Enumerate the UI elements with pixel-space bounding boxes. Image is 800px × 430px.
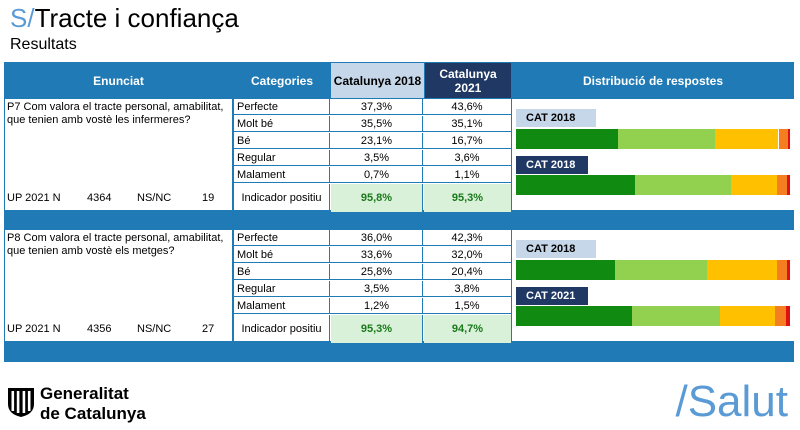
responses-p8: Perfecte 36,0% 42,3% Molt bé 33,6% 32,0% Bé 2… [234,230,511,343]
title-main: Tracte i confiança [34,3,239,33]
stacked-bar [516,175,790,195]
generalitat-logo-icon [8,388,34,417]
segment-regular [777,260,787,280]
salut-brand: /Salut [675,377,788,426]
header-enunciat: Enunciat [93,74,144,88]
header-cat2018: Catalunya 2018 [331,63,424,98]
pill-cat-bottom: CAT 2018 [516,156,588,174]
stacked-bar [516,129,790,149]
question-text: P7 Com valora el tracte personal, amabil… [7,101,224,126]
pill-cat-bottom: CAT 2021 [516,287,588,305]
distribution-p8: CAT 2018 CAT 2021 [512,230,794,341]
up-label: UP 2021 N [7,192,61,204]
n-value: 4364 [87,192,112,204]
segment-malament [786,175,790,195]
table-row: Bé 25,8% 20,4% [234,264,511,280]
org-line1: Generalitat [40,384,129,403]
segment-be [706,260,778,280]
title-prefix: S/ [10,3,35,33]
table-row: Bé 23,1% 16,7% [234,133,511,149]
indicator-2018: 95,8% [331,184,423,212]
question-p7: P7 Com valora el tracte personal, amabil… [5,99,232,210]
segment-regular [777,175,787,195]
segment-malament [788,129,790,149]
segment-molt-be [614,260,707,280]
table-row: Malament 1,2% 1,5% [234,298,511,314]
header-cat2021: Catalunya 2021 [425,63,511,98]
segment-molt-be [635,175,732,195]
nsnc-value: 19 [202,192,215,204]
distribution-p7: CAT 2018 CAT 2018 [512,99,794,210]
question-text: P8 Com valora el tracte personal, amabil… [7,232,224,257]
table-row: Molt bé 35,5% 35,1% [234,116,511,132]
segment-be [731,175,778,195]
indicator-label: Indicador positiu [234,184,330,212]
indicator-label: Indicador positiu [234,315,330,343]
table-row: Molt bé 33,6% 32,0% [234,247,511,263]
segment-be [719,306,776,326]
responses-p7: Perfecte 37,3% 43,6% Molt bé 35,5% 35,1% Bé 2… [234,99,511,212]
segment-regular [775,306,786,326]
org-name: Generalitat de Catalunya [40,384,146,424]
pill-cat-top: CAT 2018 [516,109,596,127]
table-row: Perfecte 36,0% 42,3% [234,230,511,246]
segment-perfecte [516,260,615,280]
table-row: Regular 3,5% 3,6% [234,150,511,166]
segment-perfecte [516,306,632,326]
pill-cat-top: CAT 2018 [516,240,596,258]
segment-perfecte [516,175,636,195]
segment-molt-be [631,306,720,326]
segment-regular [778,129,789,149]
page-subtitle: Resultats [10,36,77,53]
table-row: Regular 3,5% 3,8% [234,281,511,297]
nsnc-label: NS/NC [137,192,172,204]
header-categories: Categories [250,74,314,88]
nsnc-value: 27 [202,323,215,335]
indicator-2021: 95,3% [424,184,511,212]
stacked-bar [516,260,790,280]
question-p8: P8 Com valora el tracte personal, amabil… [5,230,232,341]
header-distribucio: Distribució de respostes [582,74,724,88]
indicator-2021: 94,7% [424,315,511,343]
segment-malament [785,306,790,326]
table-row: Perfecte 37,3% 43,6% [234,99,511,115]
segment-perfecte [516,129,619,149]
segment-be [715,129,779,149]
up-label: UP 2021 N [7,323,61,335]
nsnc-label: NS/NC [137,323,172,335]
stacked-bar [516,306,790,326]
page-title: S/Tracte i confiança [10,2,239,34]
org-line2: de Catalunya [40,404,146,423]
indicator-2018: 95,3% [331,315,423,343]
table-row: Malament 0,7% 1,1% [234,167,511,183]
n-value: 4356 [87,323,112,335]
results-table: Enunciat Categories Catalunya 2018 Catal… [4,62,794,362]
segment-molt-be [618,129,716,149]
segment-malament [786,260,790,280]
